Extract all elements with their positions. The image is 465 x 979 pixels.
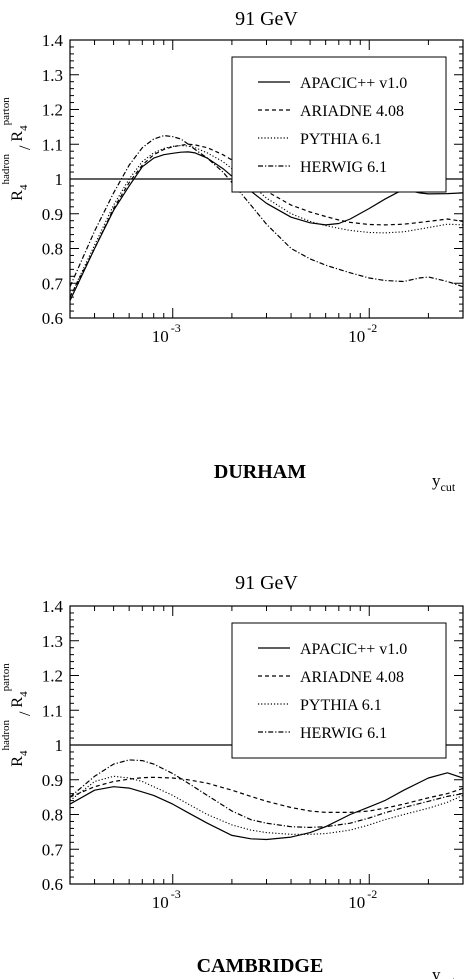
series-line-1 (70, 772, 463, 841)
y-axis-label-part: 4 (18, 125, 30, 131)
x-tick-exponent: -2 (367, 887, 377, 901)
y-tick-label: 1.1 (42, 701, 63, 720)
x-axis-label-main: y (432, 471, 441, 490)
y-tick-label: 1.3 (42, 632, 63, 651)
x-axis-label-sub: cut (441, 974, 456, 979)
x-tick-label: 10 (152, 327, 169, 346)
series-line-3 (70, 775, 463, 835)
y-tick-label: 1 (55, 736, 64, 755)
y-axis-label-part: R (9, 697, 26, 708)
y-tick-label: 0.7 (42, 840, 64, 859)
legend: APACIC++ v1.0 ARIADNE 4.08 PYTHIA 6.1 HERWI… (231, 622, 447, 759)
y-axis-label-part: R (9, 756, 26, 767)
x-tick-label: 10 (348, 327, 365, 346)
legend-label-4: HERWIG 6.1 (300, 159, 387, 176)
y-axis-label-part: parton (0, 97, 12, 126)
y-tick-label: 0.6 (42, 875, 63, 894)
y-tick-label: 1.4 (42, 597, 64, 616)
legend-label-2: ARIADNE 4.08 (300, 103, 404, 120)
algorithm-label: DURHAM (214, 461, 306, 483)
legend-label-1: APACIC++ v1.0 (300, 75, 407, 92)
algorithm-label: CAMBRIDGE (197, 955, 324, 977)
y-axis-label-part: 4 (18, 691, 30, 697)
chart-title: 91 GeV (235, 572, 298, 594)
x-tick-exponent: -3 (171, 321, 181, 335)
x-tick-label: 10 (152, 893, 169, 912)
legend-label-1: APACIC++ v1.0 (300, 641, 407, 658)
legend-box (231, 622, 447, 759)
y-tick-label: 1.3 (42, 66, 63, 85)
x-axis-label-main: y (432, 965, 441, 979)
series-line-4 (70, 759, 463, 829)
x-tick-exponent: -3 (171, 887, 181, 901)
y-tick-label: 1.2 (42, 101, 63, 120)
legend-box (231, 56, 447, 193)
y-axis-label: R4hadron / R4parton (0, 97, 34, 201)
y-axis-label-part: R (9, 190, 26, 201)
series-line-2 (70, 143, 463, 298)
y-axis-label-part: / (17, 142, 34, 154)
y-axis-label-part: / (17, 708, 34, 720)
chart-title: 91 GeV (235, 8, 298, 30)
y-tick-label: 0.9 (42, 205, 63, 224)
y-axis-label-part: R (9, 131, 26, 142)
y-tick-label: 1.2 (42, 667, 63, 686)
y-tick-label: 0.6 (42, 309, 63, 328)
y-axis-label-part: 4 (18, 184, 30, 190)
y-axis-label-part: hadron (0, 154, 12, 185)
y-tick-label: 0.8 (42, 240, 63, 259)
x-tick-exponent: -2 (367, 321, 377, 335)
y-axis-label: R4hadron / R4parton (0, 663, 34, 767)
y-tick-label: 0.8 (42, 806, 63, 825)
legend-label-3: PYTHIA 6.1 (300, 697, 382, 714)
y-tick-label: 0.9 (42, 771, 63, 790)
legend-label-3: PYTHIA 6.1 (300, 131, 382, 148)
x-axis-label: ycut (432, 965, 456, 979)
y-tick-label: 1.1 (42, 135, 63, 154)
series-line-2 (70, 776, 463, 814)
y-axis-label-part: hadron (0, 720, 12, 751)
y-tick-label: 1.4 (42, 31, 64, 50)
legend-label-4: HERWIG 6.1 (300, 725, 387, 742)
x-tick-label: 10 (348, 893, 365, 912)
y-axis-label-part: parton (0, 663, 12, 692)
x-axis-label-sub: cut (441, 480, 456, 494)
legend: APACIC++ v1.0 ARIADNE 4.08 PYTHIA 6.1 HERWI… (231, 56, 447, 193)
legend-label-2: ARIADNE 4.08 (300, 669, 404, 686)
y-tick-label: 0.7 (42, 274, 64, 293)
x-axis-label: ycut (432, 471, 456, 494)
y-axis-label-part: 4 (18, 750, 30, 756)
y-tick-label: 1 (55, 170, 64, 189)
